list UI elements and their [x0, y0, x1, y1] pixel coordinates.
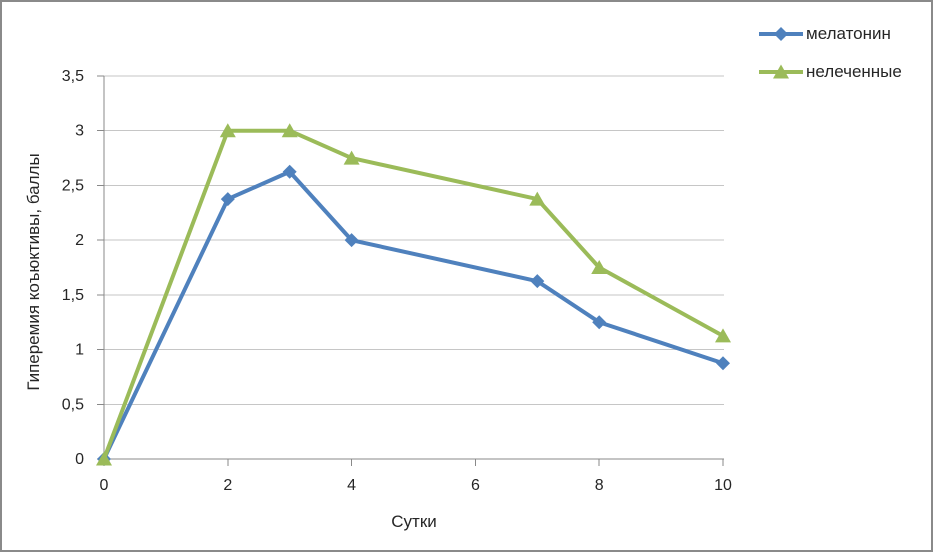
x-tick-label: 8	[595, 477, 604, 494]
data-point-marker	[282, 164, 297, 179]
data-point-marker	[716, 356, 730, 371]
x-axis-title: Сутки	[391, 512, 437, 531]
legend-item-untreated: нелеченные	[758, 59, 902, 84]
x-tick-label: 6	[471, 477, 480, 494]
y-tick-label: 0,5	[62, 396, 84, 413]
data-point-marker	[592, 315, 607, 330]
legend-label: мелатонин	[806, 23, 891, 43]
data-point-marker	[344, 233, 359, 248]
x-tick-label: 2	[223, 477, 232, 494]
y-tick-label: 0	[75, 451, 84, 468]
data-point-marker	[219, 123, 236, 138]
data-point-marker	[591, 260, 608, 274]
data-point-marker	[530, 274, 545, 289]
x-tick-label: 10	[714, 477, 732, 494]
y-tick-label: 3	[75, 123, 84, 140]
data-point-marker	[96, 451, 112, 466]
data-point-marker	[343, 150, 360, 165]
legend-triangle-marker-icon	[759, 64, 803, 78]
data-point-marker	[529, 191, 546, 206]
legend-item-melatonin: мелатонин	[758, 21, 902, 46]
legend: мелатонин нелеченные	[758, 21, 902, 84]
x-tick-label: 0	[100, 477, 109, 494]
y-tick-label: 3,5	[62, 68, 84, 85]
y-tick-label: 1	[75, 342, 84, 359]
data-point-marker	[281, 123, 298, 138]
x-tick-label: 4	[347, 477, 356, 494]
legend-diamond-marker-icon	[759, 26, 803, 41]
y-tick-label: 2	[75, 232, 84, 249]
legend-label: нелеченные	[806, 61, 902, 81]
y-axis-title: Гиперемия коъюктивы, баллы	[24, 153, 43, 391]
data-point-marker	[715, 328, 731, 343]
y-tick-label: 1,5	[62, 287, 84, 304]
y-tick-label: 2,5	[62, 177, 84, 194]
data-point-marker	[220, 192, 235, 207]
